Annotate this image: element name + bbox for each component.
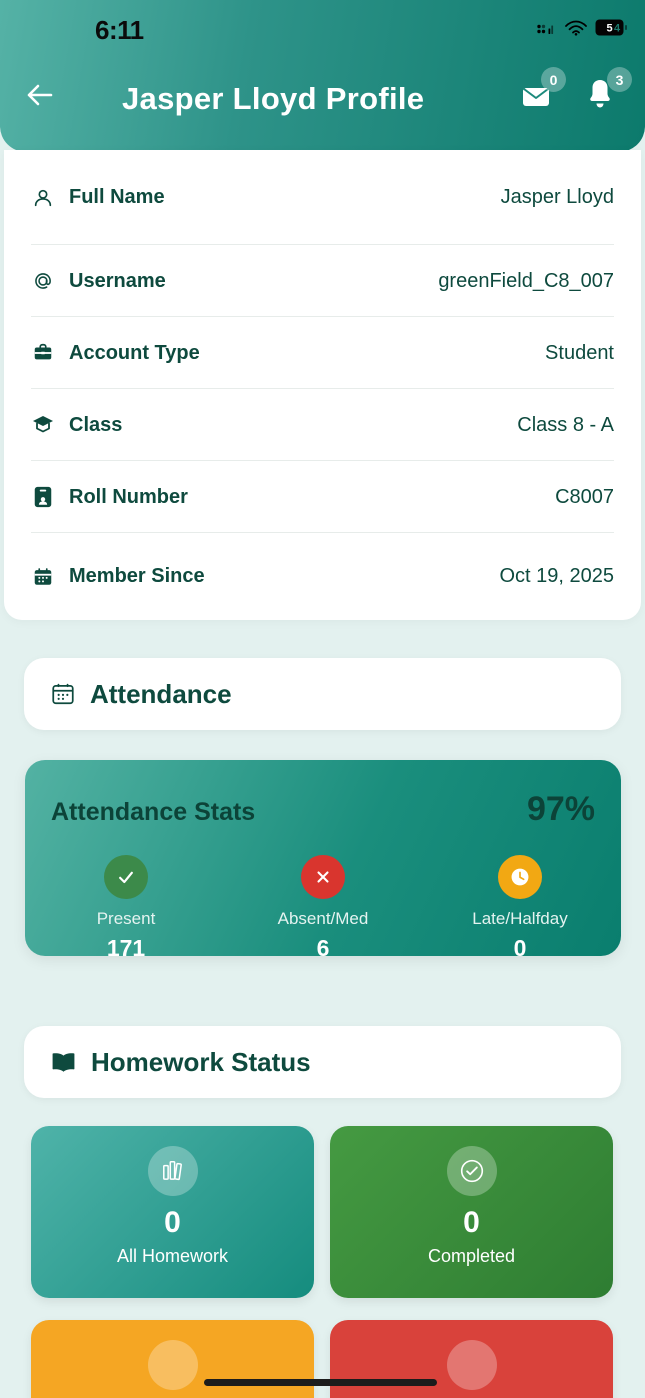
svg-text:5: 5: [606, 23, 612, 35]
svg-text:4: 4: [614, 23, 621, 35]
